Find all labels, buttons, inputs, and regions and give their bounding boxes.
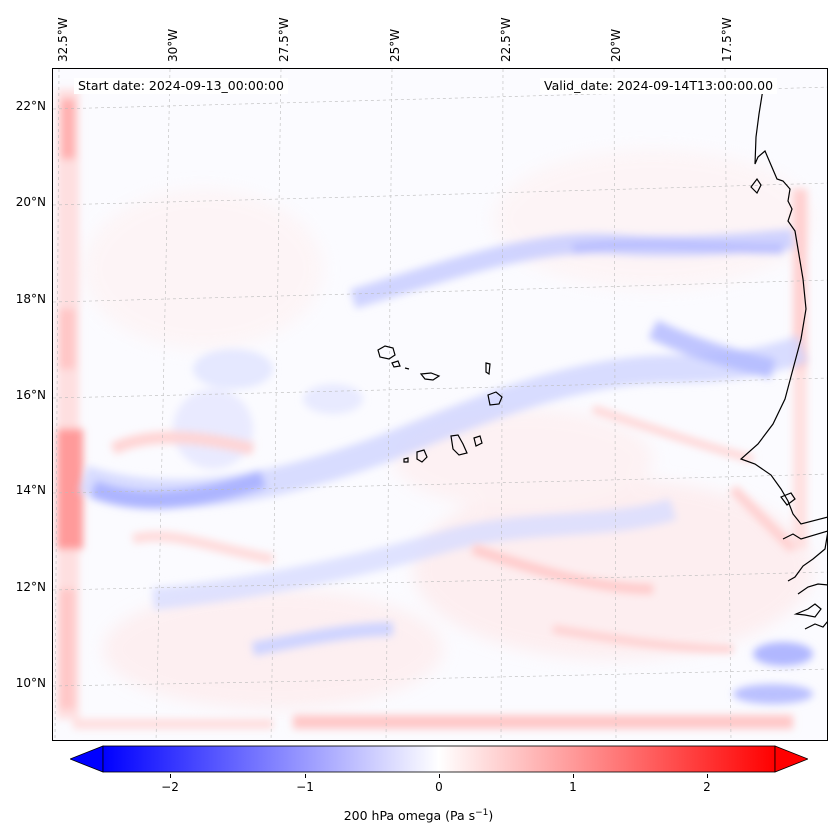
bijagos-2 — [804, 621, 827, 630]
cape-verde-islands — [377, 345, 503, 463]
island-santa-luzia — [404, 367, 410, 370]
lat-label-12n: 12°N — [15, 580, 46, 594]
lon-label-22-5w: 22.5°W — [499, 17, 513, 62]
island-sal — [485, 362, 491, 376]
lat-label-18n: 18°N — [15, 292, 46, 306]
colorbar-tick-0: 0 — [435, 780, 443, 794]
lat-label-22n: 22°N — [15, 99, 46, 113]
coast-detail-1 — [750, 177, 762, 195]
negative-omega-bands — [78, 229, 813, 704]
island-boa-vista — [487, 391, 503, 406]
colorbar-label-close: ) — [488, 808, 494, 824]
colorbar-gradient — [102, 745, 776, 773]
lat-label-20n: 20°N — [15, 195, 46, 209]
colorbar-max-extend — [774, 745, 810, 773]
coast-gambia — [782, 530, 827, 582]
colorbar-label: 200 hPa omega (Pa s−1) — [0, 808, 837, 823]
island-fogo — [416, 449, 428, 463]
colorbar-tick-neg1: −1 — [296, 780, 314, 794]
colorbar-tickmark-0 — [439, 774, 440, 778]
colorbar-tick-2: 2 — [703, 780, 711, 794]
island-santiago — [450, 434, 468, 456]
lat-label-10n: 10°N — [15, 676, 46, 690]
colorbar-tick-neg2: −2 — [161, 780, 179, 794]
lon-label-17-5w: 17.5°W — [720, 17, 734, 62]
island-brava — [403, 457, 409, 463]
colorbar-label-text: 200 hPa omega (Pa s — [343, 808, 476, 824]
colorbar-tickmark-neg1 — [305, 774, 306, 778]
island-sao-nicolau — [419, 372, 441, 381]
island-maio — [473, 435, 483, 447]
lat-label-14n: 14°N — [15, 483, 46, 497]
positive-omega-streaks — [110, 405, 797, 653]
colorbar-tickmark-1 — [573, 774, 574, 778]
coast-guinea-bissau — [797, 583, 827, 595]
island-santo-antao — [377, 345, 396, 360]
lat-label-16n: 16°N — [15, 388, 46, 402]
lon-label-25w: 25°W — [388, 28, 402, 62]
coastline-west-africa — [739, 88, 827, 630]
bijagos-1 — [793, 603, 822, 618]
coast-mauritania-senegal — [739, 88, 827, 525]
colorbar-tickmark-2 — [707, 774, 708, 778]
colorbar-tickmark-neg2 — [170, 774, 171, 778]
lon-label-32-5w: 32.5°W — [56, 17, 70, 62]
graticule — [53, 69, 827, 740]
coast-cap-vert — [780, 492, 796, 506]
lon-label-20w: 20°W — [609, 28, 623, 62]
lon-label-30w: 30°W — [166, 28, 180, 62]
omega-field — [53, 69, 827, 740]
island-sao-vicente — [391, 360, 401, 368]
start-date-label: Start date: 2024-09-13_00:00:00 — [74, 78, 288, 94]
colorbar-label-exponent: −1 — [475, 808, 489, 818]
colorbar-graphic — [68, 745, 810, 773]
map-panel — [52, 68, 828, 741]
colorbar-tick-1: 1 — [569, 780, 577, 794]
colorbar-min-extend — [68, 745, 104, 773]
valid-date-label: Valid_date: 2024-09-14T13:00:00.00 — [540, 78, 778, 94]
lon-label-27-5w: 27.5°W — [277, 17, 291, 62]
colorbar — [68, 744, 810, 774]
